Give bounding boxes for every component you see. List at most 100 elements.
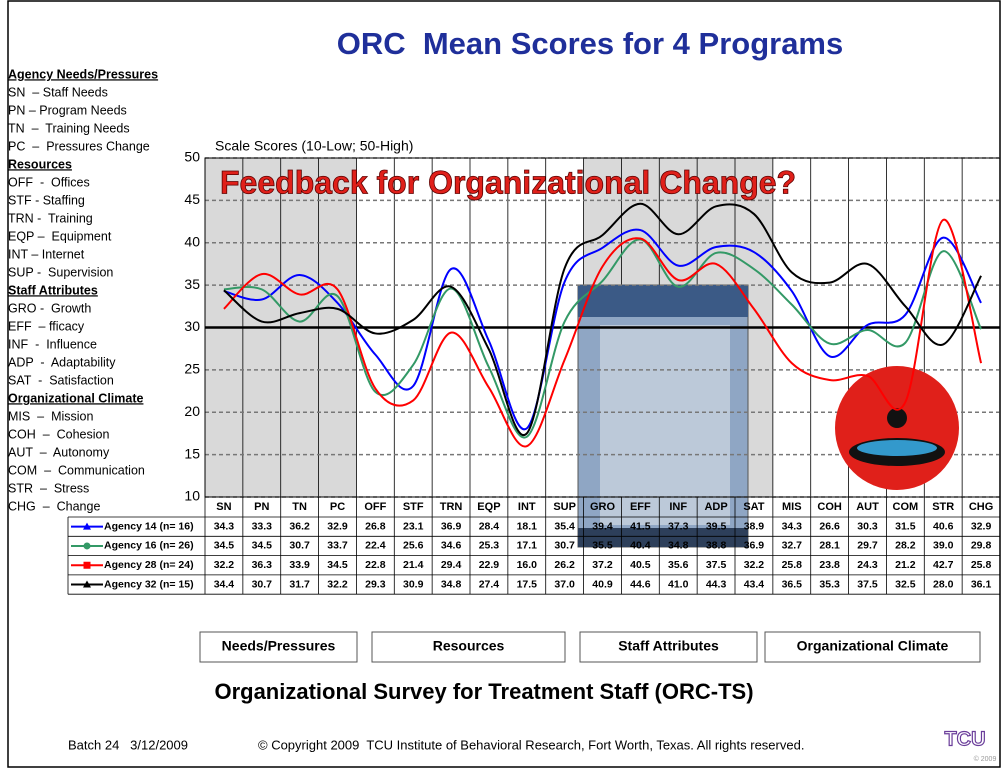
table-value: 32.2: [214, 559, 235, 571]
table-value: 34.5: [327, 559, 348, 571]
table-value: 39.4: [592, 520, 613, 532]
table-value: 31.5: [895, 520, 916, 532]
x-tick-label: AUT: [856, 501, 879, 513]
table-value: 42.7: [933, 559, 954, 571]
legend-label: Agency 28 (n= 24): [104, 559, 194, 571]
x-tick-label: PC: [330, 501, 345, 513]
x-tick-label: INT: [518, 501, 536, 513]
group-label: Staff Attributes: [618, 638, 719, 654]
logo: TCU: [944, 728, 985, 750]
table-value: 25.8: [971, 559, 992, 571]
table-value: 26.8: [365, 520, 386, 532]
table-value: 29.4: [441, 559, 462, 571]
y-tick-label: 50: [184, 149, 200, 165]
table-value: 35.6: [668, 559, 689, 571]
table-value: 37.2: [592, 559, 613, 571]
legend-item: SAT - Satisfaction: [8, 373, 114, 387]
table-value: 21.2: [895, 559, 916, 571]
table-value: 44.6: [630, 578, 651, 590]
table-value: 35.4: [554, 520, 575, 532]
table-value: 28.4: [479, 520, 500, 532]
table-value: 37.0: [554, 578, 575, 590]
table-value: 32.2: [327, 578, 348, 590]
x-tick-label: SUP: [553, 501, 576, 513]
table-value: 25.6: [403, 540, 424, 552]
legend-item: INF - Influence: [8, 337, 97, 351]
y-tick-label: 35: [184, 276, 200, 292]
legend-label: Agency 14 (n= 16): [104, 520, 194, 532]
cartoon-head: [887, 408, 907, 428]
x-tick-label: MIS: [782, 501, 802, 513]
table-value: 25.8: [782, 559, 803, 571]
table-value: 41.5: [630, 520, 651, 532]
cartoon-image: [835, 366, 959, 490]
x-tick-label: SAT: [743, 501, 764, 513]
legend-item: COH – Cohesion: [8, 427, 109, 441]
legend-item: EFF – fficacy: [8, 319, 85, 333]
slide: ORC Mean Scores for 4 Programs Scale Sco…: [0, 0, 1002, 770]
table-value: 40.6: [933, 520, 954, 532]
magazine-band: [578, 285, 748, 317]
table-value: 30.7: [252, 578, 273, 590]
table-value: 32.2: [744, 559, 765, 571]
y-tick-label: 45: [184, 191, 200, 207]
group-label: Organizational Climate: [797, 638, 949, 654]
table-value: 18.1: [517, 520, 538, 532]
table-value: 30.7: [554, 540, 575, 552]
table-value: 24.3: [857, 559, 878, 571]
table-value: 33.3: [252, 520, 273, 532]
x-tick-label: ADP: [704, 501, 727, 513]
annotation: Feedback for Organizational Change?: [220, 164, 796, 200]
table-value: 29.3: [365, 578, 386, 590]
legend-item: ADP - Adaptability: [8, 355, 116, 369]
y-tick-label: 25: [184, 361, 200, 377]
legend-label: Agency 16 (n= 26): [104, 540, 194, 552]
table-value: 28.0: [933, 578, 954, 590]
x-tick-label: GRO: [590, 501, 616, 513]
x-tick-label: SN: [216, 501, 231, 513]
table-value: 32.5: [895, 578, 916, 590]
chart-title: ORC Mean Scores for 4 Programs: [337, 26, 844, 61]
y-tick-label: 15: [184, 445, 200, 461]
x-tick-label: COM: [893, 501, 919, 513]
x-tick-label: TN: [292, 501, 307, 513]
table-value: 34.4: [214, 578, 235, 590]
x-tick-label: INF: [669, 501, 687, 513]
table-value: 36.5: [782, 578, 803, 590]
table-value: 30.7: [289, 540, 310, 552]
table-value: 33.9: [289, 559, 310, 571]
y-tick-label: 30: [184, 318, 200, 334]
table-value: 39.0: [933, 540, 954, 552]
table-value: 34.8: [441, 578, 462, 590]
table-value: 22.4: [365, 540, 386, 552]
table-value: 36.2: [289, 520, 310, 532]
table-value: 34.8: [668, 540, 689, 552]
legend-item: CHG – Change: [8, 499, 100, 513]
legend-item: SUP - Supervision: [8, 265, 113, 279]
table-value: 21.4: [403, 559, 424, 571]
table-value: 32.7: [782, 540, 803, 552]
x-tick-label: TRN: [440, 501, 463, 513]
table-value: 37.5: [857, 578, 878, 590]
table-value: 37.5: [706, 559, 727, 571]
table-value: 16.0: [517, 559, 538, 571]
legend-item: MIS – Mission: [8, 409, 93, 423]
magazine-panel: [600, 325, 730, 525]
table-value: 40.9: [592, 578, 613, 590]
legend-label: Agency 32 (n= 15): [104, 578, 194, 590]
legend-item: INT – Internet: [8, 247, 85, 261]
table-value: 23.1: [403, 520, 424, 532]
table-value: 23.8: [819, 559, 840, 571]
x-tick-label: STR: [932, 501, 954, 513]
legend-heading: Resources: [8, 157, 72, 171]
table-value: 28.1: [819, 540, 840, 552]
legend-heading: Staff Attributes: [8, 283, 98, 297]
table-value: 27.4: [479, 578, 500, 590]
table-value: 32.9: [327, 520, 348, 532]
legend-item: TRN - Training: [8, 211, 93, 225]
table-value: 44.3: [706, 578, 727, 590]
table-value: 22.8: [365, 559, 386, 571]
table-value: 31.7: [289, 578, 310, 590]
table-value: 32.9: [971, 520, 992, 532]
table-value: 30.9: [403, 578, 424, 590]
